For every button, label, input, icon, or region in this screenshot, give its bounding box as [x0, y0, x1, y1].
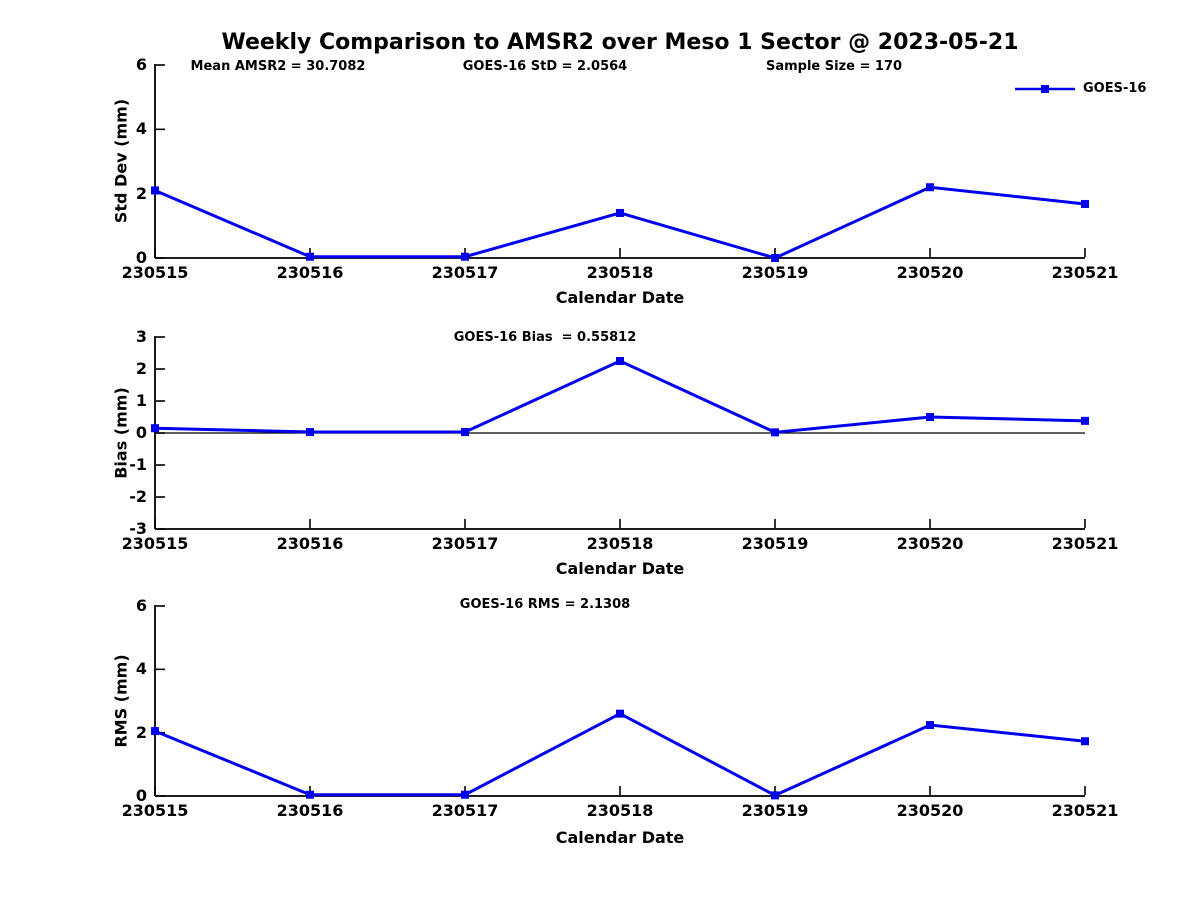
y-tick-label: 2 [135, 359, 147, 378]
legend-label: GOES-16 [1083, 81, 1147, 96]
x-tick-label: 230517 [431, 534, 499, 553]
annotation-mean-amsr2: Mean AMSR2 = 30.7082 [190, 59, 366, 74]
y-tick-label: -3 [129, 519, 147, 538]
y-tick-label: 4 [135, 659, 147, 679]
x-axis-label-stddev: Calendar Date [555, 288, 685, 307]
subplot-bias [151, 336, 1089, 530]
annotation-goes16-bias: GOES-16 Bias = 0.55812 [453, 330, 637, 345]
annotation-goes16-std: GOES-16 StD = 2.0564 [462, 59, 628, 74]
y-tick-label: -2 [129, 487, 147, 506]
data-point-marker [1081, 199, 1089, 208]
legend: GOES-16 [1014, 81, 1146, 96]
x-tick-label: 230516 [276, 534, 344, 553]
x-tick-label: 230517 [431, 263, 499, 282]
data-point-marker [461, 252, 469, 261]
x-tick-label: 230519 [741, 801, 809, 820]
data-point-marker [1081, 737, 1089, 746]
y-tick-label: 0 [135, 248, 147, 267]
data-point-marker [926, 183, 934, 192]
data-point-marker [771, 791, 779, 800]
data-point-marker [461, 428, 469, 437]
data-point-marker [616, 357, 624, 365]
x-tick-label: 230518 [586, 534, 654, 553]
y-axis-label-stddev: Std Dev (mm) [111, 98, 131, 224]
x-tick-label: 230520 [896, 534, 964, 553]
data-point-marker [151, 424, 159, 433]
x-tick-label: 230521 [1051, 263, 1119, 282]
data-point-marker [1081, 416, 1089, 425]
data-point-marker [151, 727, 159, 736]
subplot-std-dev [151, 64, 1089, 262]
data-point-marker [616, 709, 624, 718]
y-tick-label: 6 [135, 55, 147, 74]
data-point-marker [306, 252, 314, 261]
y-tick-label: 4 [135, 119, 147, 139]
annotation-sample-size: Sample Size = 170 [765, 59, 903, 74]
y-tick-label: 1 [135, 391, 147, 410]
x-tick-label: 230520 [896, 801, 964, 820]
y-tick-label: 2 [135, 722, 147, 742]
annotation-goes16-rms: GOES-16 RMS = 2.1308 [459, 597, 631, 612]
data-point-marker [926, 413, 934, 421]
data-point-marker [461, 790, 469, 799]
data-point-marker [926, 721, 934, 730]
x-axis-label-bias: Calendar Date [555, 559, 685, 578]
data-point-marker [306, 428, 314, 437]
y-tick-label: -1 [129, 455, 147, 474]
x-tick-label: 230520 [896, 263, 964, 282]
subplot-rms [151, 605, 1089, 800]
data-point-marker [306, 790, 314, 799]
x-tick-label: 230518 [586, 801, 654, 820]
x-tick-label: 230518 [586, 263, 654, 282]
data-point-marker [771, 254, 779, 262]
y-tick-label: 0 [135, 786, 147, 805]
figure-title: Weekly Comparison to AMSR2 over Meso 1 S… [221, 30, 1019, 55]
x-tick-label: 230516 [276, 263, 344, 282]
y-tick-label: 2 [135, 183, 147, 203]
x-tick-label: 230515 [121, 801, 189, 820]
x-tick-label: 230519 [741, 263, 809, 282]
x-tick-label: 230515 [121, 263, 189, 282]
x-tick-label: 230516 [276, 801, 344, 820]
series-line-GOES-16 [154, 359, 1086, 434]
data-point-marker [151, 186, 159, 195]
legend-line-marker-icon [1015, 84, 1075, 93]
x-tick-label: 230515 [121, 534, 189, 553]
y-tick-label: 0 [135, 423, 147, 442]
series-line-GOES-16 [154, 185, 1086, 260]
data-point-marker [771, 428, 779, 437]
series-line-GOES-16 [154, 711, 1086, 798]
x-tick-label: 230519 [741, 534, 809, 553]
data-point-marker [616, 208, 624, 217]
y-tick-label: 3 [135, 327, 147, 346]
x-tick-label: 230517 [431, 801, 499, 820]
x-tick-label: 230521 [1051, 534, 1119, 553]
y-tick-label: 6 [135, 596, 147, 615]
x-tick-label: 230521 [1051, 801, 1119, 820]
x-axis-label-rms: Calendar Date [555, 828, 685, 847]
